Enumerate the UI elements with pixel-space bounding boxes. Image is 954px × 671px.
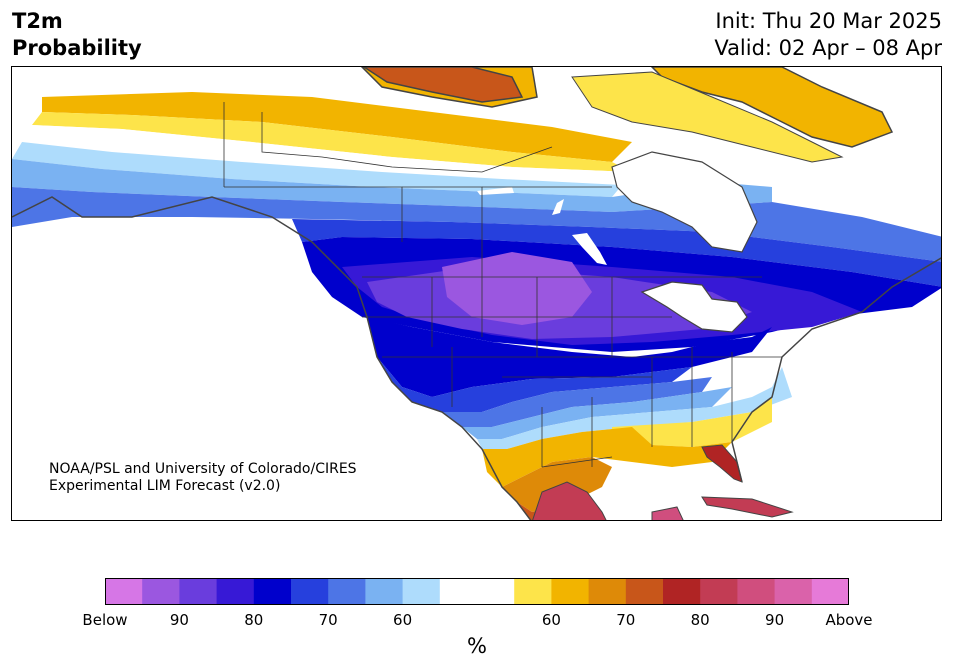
- colorbar-segment: [588, 578, 627, 605]
- band-blue-4: [292, 219, 941, 287]
- caribbean-magenta: [651, 506, 684, 520]
- colorbar-tick-label: 70: [318, 611, 338, 629]
- colorbar-segment: [142, 578, 180, 605]
- colorbar-segment: [365, 578, 404, 605]
- colorbar: [105, 578, 849, 605]
- colorbar-segment: [105, 578, 143, 605]
- colorbar-border: [105, 578, 849, 605]
- cuba-red: [701, 496, 794, 518]
- texas-orange: [502, 457, 612, 512]
- colorbar-tick-label: 80: [690, 611, 710, 629]
- band-white-north: [22, 125, 632, 185]
- southern-blue-mid: [442, 377, 712, 427]
- greenland-orange: [650, 67, 894, 148]
- band-yellow-north: [32, 112, 632, 172]
- east-coastline: [731, 257, 941, 483]
- colorbar-tick-label: 60: [541, 611, 561, 629]
- canadian-lake-2: [552, 199, 564, 215]
- colorbar-segment: [291, 578, 329, 605]
- colorbar-segment: [811, 578, 849, 605]
- colorbar-unit: %: [467, 634, 487, 658]
- colorbar-segment: [737, 578, 776, 605]
- colorbar-segment: [514, 578, 552, 605]
- band-blue-2: [12, 159, 772, 212]
- band-blue-3: [12, 187, 941, 262]
- colorbar-segment: [402, 578, 441, 605]
- political-borders: [223, 102, 782, 468]
- colorbar-segment: [774, 578, 813, 605]
- greenland-gold: [571, 71, 844, 163]
- colorbar-tick-label: Below: [82, 611, 128, 629]
- colorbar-tick-label: Above: [825, 611, 873, 629]
- canadian-lake-3: [572, 233, 607, 265]
- colorbar-tick-label: 90: [765, 611, 785, 629]
- arctic-rust: [362, 67, 524, 103]
- southwest-blue: [377, 357, 692, 412]
- band-orange-north: [42, 92, 632, 162]
- coastline: [12, 196, 532, 520]
- colorbar-segment: [700, 578, 738, 605]
- southeast-orange: [482, 427, 732, 487]
- probability-map: [12, 67, 941, 520]
- colorbar-segment: [216, 578, 255, 605]
- title-line-1: T2m: [12, 9, 63, 33]
- map-panel: [11, 66, 942, 521]
- colorbar-segment: [551, 578, 590, 605]
- colorbar-segment: [477, 578, 515, 605]
- date-info: Init: Thu 20 Mar 2025 Valid: 02 Apr – 08…: [714, 8, 942, 62]
- colorbar-tick-label: 90: [169, 611, 189, 629]
- mexico-red: [532, 481, 607, 520]
- map-title: T2m Probability: [12, 8, 142, 62]
- credit-text: NOAA/PSL and University of Colorado/CIRE…: [49, 461, 357, 495]
- hudson-bay: [611, 151, 758, 253]
- canadian-lake-1: [477, 187, 514, 195]
- colorbar-tick-label: 80: [244, 611, 264, 629]
- great-lakes: [640, 281, 748, 333]
- colorbar-tick-label: 60: [393, 611, 413, 629]
- colorbar-segment: [663, 578, 701, 605]
- credit-line-1: NOAA/PSL and University of Colorado/CIRE…: [49, 461, 357, 477]
- valid-date: Valid: 02 Apr – 08 Apr: [714, 36, 942, 60]
- colorbar-segment: [179, 578, 218, 605]
- southern-lightblue: [462, 387, 732, 439]
- band-violet: [442, 252, 592, 325]
- title-line-2: Probability: [12, 36, 142, 60]
- colorbar-segment: [328, 578, 366, 605]
- colorbar-segment: [253, 578, 292, 605]
- colorbar-labels: Below 90 80 70 60 60 70 80 90 Above: [0, 611, 954, 631]
- credit-line-2: Experimental LIM Forecast (v2.0): [49, 478, 281, 494]
- band-lightblue-1: [12, 142, 622, 197]
- colorbar-segment: [625, 578, 664, 605]
- florida-red: [701, 444, 743, 483]
- init-date: Init: Thu 20 Mar 2025: [715, 9, 942, 33]
- southern-paleblue: [477, 367, 792, 449]
- colorbar-tick-label: 70: [616, 611, 636, 629]
- colorbar-segment: [439, 578, 478, 605]
